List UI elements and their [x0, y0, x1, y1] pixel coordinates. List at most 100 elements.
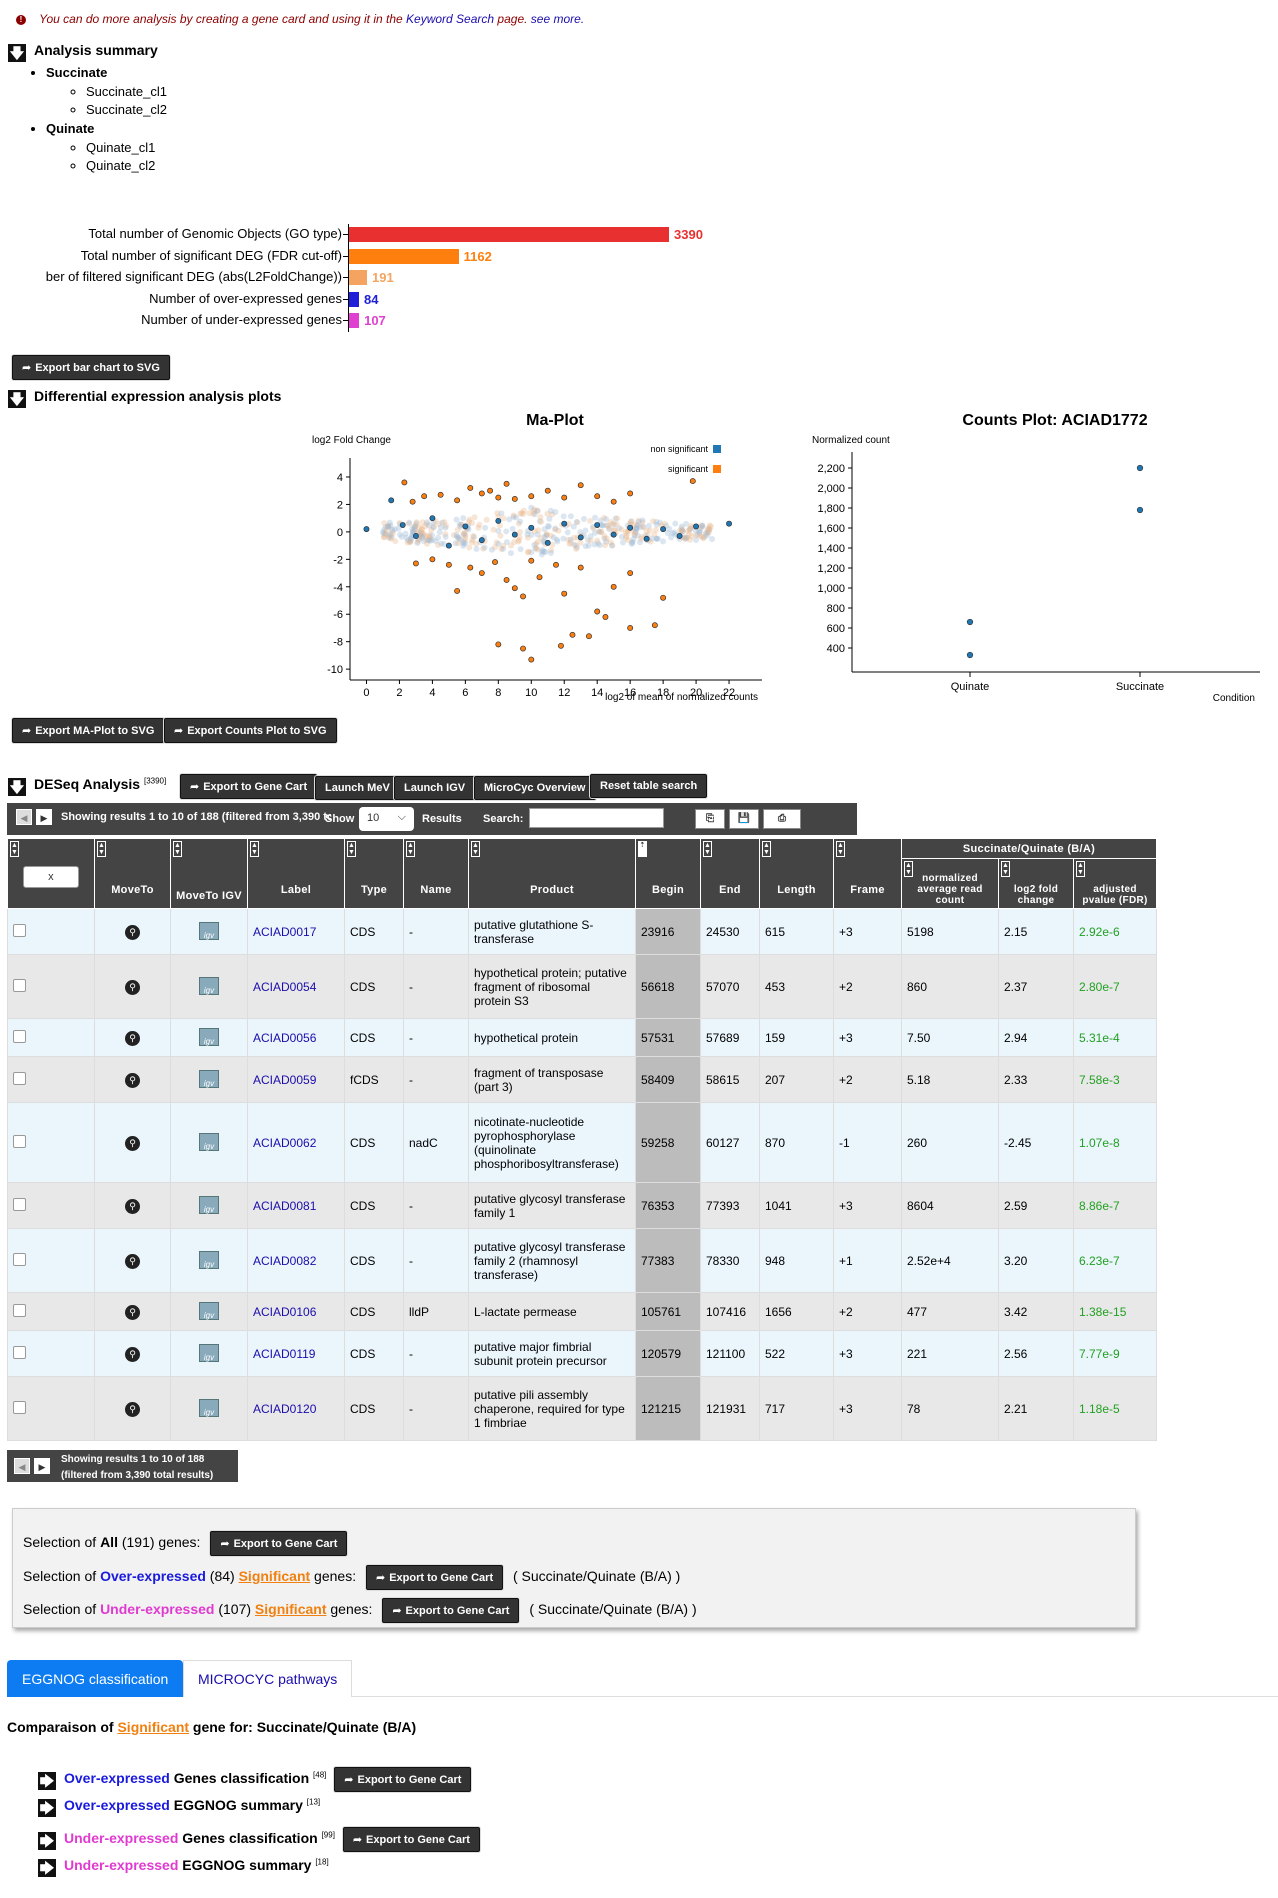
gene-link[interactable]: ACIAD0081 — [253, 1198, 317, 1213]
col-name[interactable]: ▲ ▼ Name — [403, 838, 469, 909]
under-genes-classification[interactable]: 🡆 Under-expressed Genes classification [9… — [38, 1827, 480, 1852]
igv-icon[interactable]: igv — [199, 1133, 219, 1151]
gene-link[interactable]: ACIAD0017 — [253, 924, 317, 939]
next-page-icon[interactable]: ▶ — [36, 809, 52, 825]
expand-arrow-icon[interactable]: 🡆 — [38, 1859, 56, 1877]
copy-icon[interactable]: ⎘ — [695, 809, 725, 829]
sort-ascending-icon[interactable]: ⇡ — [638, 841, 647, 857]
print-icon[interactable]: ⎙ — [763, 809, 801, 829]
keyword-search-link[interactable]: Keyword Search — [406, 12, 495, 26]
row-checkbox[interactable] — [13, 1197, 26, 1211]
row-checkbox[interactable] — [13, 1303, 26, 1317]
sort-icon[interactable]: ▲ ▼ — [703, 841, 712, 857]
gene-link[interactable]: ACIAD0119 — [253, 1346, 316, 1361]
export-under-classification-button[interactable]: ➦ Export to Gene Cart — [342, 1827, 480, 1852]
export-bar-chart-button[interactable]: ➦ Export bar chart to SVG — [12, 355, 170, 380]
collapse-arrow-icon[interactable]: 🡇 — [8, 44, 26, 62]
bar[interactable] — [349, 313, 360, 328]
igv-icon[interactable]: igv — [199, 1344, 219, 1362]
tab-eggnog[interactable]: EGGNOG classification — [7, 1660, 184, 1697]
igv-icon[interactable]: igv — [199, 1302, 219, 1320]
save-icon[interactable]: 💾 — [729, 809, 759, 829]
export-under-gene-cart-button[interactable]: ➦ Export to Gene Cart — [382, 1598, 520, 1623]
table-search-input[interactable] — [529, 808, 664, 828]
sort-icon[interactable]: ▲ ▼ — [762, 841, 771, 857]
export-over-gene-cart-button[interactable]: ➦ Export to Gene Cart — [365, 1565, 504, 1590]
tab-microcyc[interactable]: MICROCYC pathways — [183, 1660, 353, 1697]
magnifier-icon[interactable]: ⚲ — [125, 1198, 140, 1214]
sort-icon[interactable]: ▲ ▼ — [10, 841, 19, 857]
collapse-arrow-icon[interactable]: 🡇 — [8, 778, 26, 796]
col-type[interactable]: ▲ ▼ Type — [344, 838, 404, 909]
col-log2-fold-change[interactable]: ▲ ▼ log2 fold change — [998, 858, 1074, 909]
row-checkbox[interactable] — [13, 1029, 26, 1043]
row-checkbox[interactable] — [13, 1134, 26, 1148]
over-genes-classification[interactable]: 🡆 Over-expressed Genes classification [48… — [38, 1767, 472, 1792]
sort-icon[interactable]: ▲ ▼ — [904, 861, 913, 877]
col-begin[interactable]: ⇡ Begin — [635, 838, 701, 909]
export-counts-plot-button[interactable]: ➦ Export Counts Plot to SVG — [164, 718, 337, 743]
row-checkbox[interactable] — [13, 1071, 26, 1085]
igv-icon[interactable]: igv — [199, 977, 219, 995]
magnifier-icon[interactable]: ⚲ — [125, 1401, 140, 1417]
col-frame[interactable]: ▲ ▼ Frame — [833, 838, 902, 909]
bar[interactable] — [349, 270, 368, 285]
deseq-export-gene-cart-button[interactable]: ➦ Export to Gene Cart — [180, 774, 318, 799]
launch-igv-button[interactable]: Launch IGV — [394, 776, 476, 800]
prev-page-icon[interactable]: ◀ — [14, 1458, 30, 1474]
bar[interactable] — [349, 227, 669, 242]
col-normalized-count[interactable]: ▲ ▼ normalized average read count — [901, 858, 999, 909]
igv-icon[interactable]: igv — [199, 1070, 219, 1088]
export-ma-plot-button[interactable]: ➦ Export MA-Plot to SVG — [12, 718, 165, 743]
sort-icon[interactable]: ▲ ▼ — [250, 841, 259, 857]
export-all-gene-cart-button[interactable]: ➦ Export to Gene Cart — [210, 1531, 348, 1556]
igv-icon[interactable]: igv — [199, 1028, 219, 1046]
gene-link[interactable]: ACIAD0082 — [253, 1253, 317, 1268]
page-size-select[interactable]: 10 ⌵ — [359, 807, 414, 831]
clear-selection-button[interactable]: x — [23, 866, 79, 888]
gene-link[interactable]: ACIAD0054 — [253, 979, 317, 994]
sort-icon[interactable]: ▲ ▼ — [173, 841, 182, 857]
sort-icon[interactable]: ▲ ▼ — [1001, 861, 1010, 877]
microcyc-overview-button[interactable]: MicroCyc Overview — [474, 776, 596, 800]
gene-link[interactable]: ACIAD0056 — [253, 1030, 317, 1045]
row-checkbox[interactable] — [13, 923, 26, 937]
expand-arrow-icon[interactable]: 🡆 — [38, 1772, 56, 1790]
magnifier-icon[interactable]: ⚲ — [125, 1304, 140, 1320]
row-checkbox[interactable] — [13, 978, 26, 992]
de-plots-header[interactable]: 🡇 Differential expression analysis plots — [8, 388, 282, 408]
igv-icon[interactable]: igv — [199, 922, 219, 940]
row-checkbox[interactable] — [13, 1252, 26, 1266]
over-eggnog-summary[interactable]: 🡆 Over-expressed EGGNOG summary [13] — [38, 1797, 321, 1817]
col-end[interactable]: ▲ ▼ End — [700, 838, 760, 909]
gene-link[interactable]: ACIAD0106 — [253, 1304, 317, 1319]
sort-icon[interactable]: ▲ ▼ — [97, 841, 106, 857]
bar[interactable] — [349, 248, 459, 264]
gene-link[interactable]: ACIAD0059 — [253, 1072, 317, 1087]
igv-icon[interactable]: igv — [199, 1251, 219, 1269]
export-over-classification-button[interactable]: ➦ Export to Gene Cart — [334, 1767, 472, 1792]
sort-icon[interactable]: ▲ ▼ — [1076, 861, 1085, 877]
col-adjusted-pvalue[interactable]: ▲ ▼ adjusted pvalue (FDR) — [1073, 858, 1157, 909]
analysis-summary-header[interactable]: 🡇 Analysis summary — [8, 42, 158, 62]
igv-icon[interactable]: igv — [199, 1196, 219, 1214]
row-checkbox[interactable] — [13, 1345, 26, 1359]
col-product[interactable]: ▲ ▼ Product — [468, 838, 636, 909]
col-length[interactable]: ▲ ▼ Length — [759, 838, 834, 909]
col-moveto[interactable]: ▲ ▼ MoveTo — [94, 838, 171, 909]
next-page-icon[interactable]: ▶ — [34, 1458, 50, 1474]
deseq-header[interactable]: 🡇 DESeq Analysis [3390] — [8, 776, 167, 796]
magnifier-icon[interactable]: ⚲ — [125, 924, 140, 940]
igv-icon[interactable]: igv — [199, 1399, 219, 1417]
expand-arrow-icon[interactable]: 🡆 — [38, 1832, 56, 1850]
collapse-arrow-icon[interactable]: 🡇 — [8, 390, 26, 408]
gene-link[interactable]: ACIAD0062 — [253, 1135, 317, 1150]
launch-mev-button[interactable]: Launch MeV — [315, 776, 400, 800]
magnifier-icon[interactable]: ⚲ — [125, 1072, 140, 1088]
col-moveto-igv[interactable]: ▲ ▼ MoveTo IGV — [170, 838, 248, 909]
sort-icon[interactable]: ▲ ▼ — [836, 841, 845, 857]
magnifier-icon[interactable]: ⚲ — [125, 979, 140, 995]
sort-icon[interactable]: ▲ ▼ — [347, 841, 356, 857]
sort-icon[interactable]: ▲ ▼ — [471, 841, 480, 857]
magnifier-icon[interactable]: ⚲ — [125, 1346, 140, 1362]
